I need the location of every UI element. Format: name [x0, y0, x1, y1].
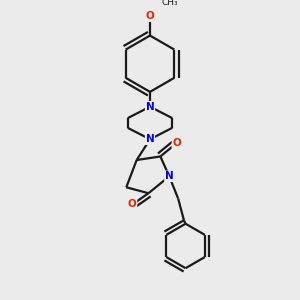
Text: N: N	[165, 171, 174, 181]
Text: N: N	[146, 102, 154, 112]
Text: O: O	[128, 200, 136, 209]
Text: N: N	[146, 134, 154, 144]
Text: O: O	[146, 11, 154, 21]
Text: O: O	[172, 138, 181, 148]
Text: CH₃: CH₃	[162, 0, 178, 8]
